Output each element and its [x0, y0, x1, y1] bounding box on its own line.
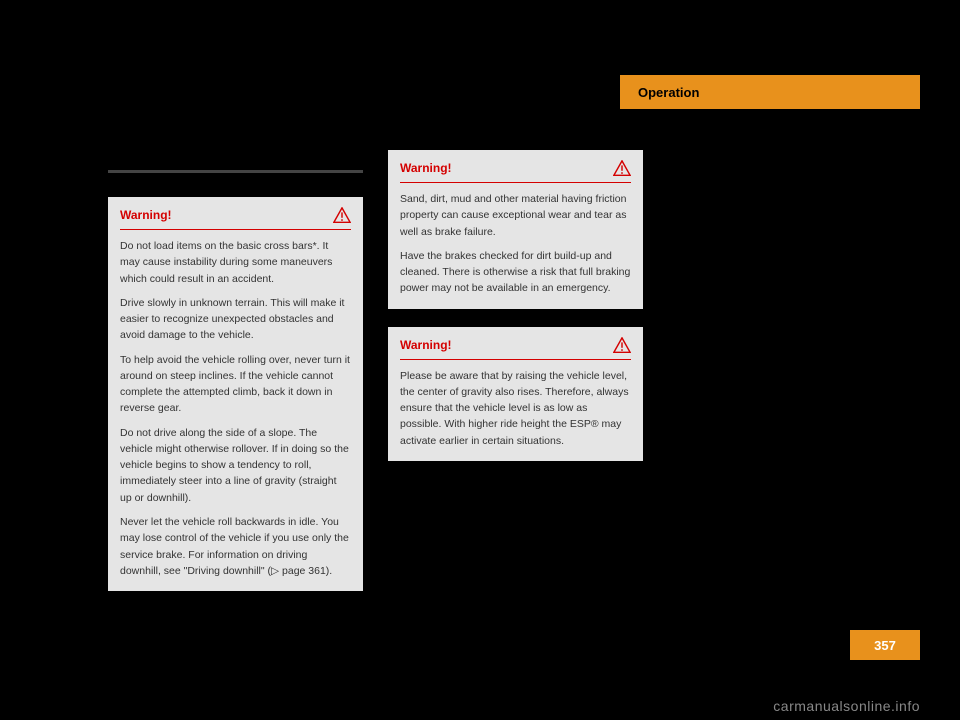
watermark: carmanualsonline.info	[773, 698, 920, 714]
warning-paragraph: Do not load items on the basic cross bar…	[120, 238, 351, 287]
manual-page: Operation Warning! Do not load items on …	[40, 20, 920, 700]
column-divider	[108, 170, 363, 173]
warning-paragraph: Do not drive along the side of a slope. …	[120, 425, 351, 506]
section-header-band: Operation	[620, 75, 920, 109]
warning-paragraph: Have the brakes checked for dirt build-u…	[400, 248, 631, 297]
warning-box-3: Warning! Please be aware that by raising…	[388, 327, 643, 461]
column-2: Warning! Sand, dirt, mud and other mater…	[388, 150, 643, 479]
warning-title: Warning!	[400, 338, 452, 352]
section-title: Operation	[638, 85, 699, 100]
warning-paragraph: Sand, dirt, mud and other material havin…	[400, 191, 631, 240]
warning-body: Do not load items on the basic cross bar…	[108, 238, 363, 591]
warning-paragraph: Please be aware that by raising the vehi…	[400, 368, 631, 449]
warning-body: Sand, dirt, mud and other material havin…	[388, 191, 643, 309]
warning-body: Please be aware that by raising the vehi…	[388, 368, 643, 461]
warning-header: Warning!	[388, 150, 643, 182]
warning-title: Warning!	[120, 208, 172, 222]
warning-rule	[400, 359, 631, 360]
warning-triangle-icon	[613, 160, 631, 176]
warning-box-2: Warning! Sand, dirt, mud and other mater…	[388, 150, 643, 309]
page-number-band: 357	[850, 630, 920, 660]
warning-rule	[120, 229, 351, 230]
warning-paragraph: To help avoid the vehicle rolling over, …	[120, 352, 351, 417]
page-number: 357	[874, 638, 896, 653]
warning-paragraph: Never let the vehicle roll backwards in …	[120, 514, 351, 579]
warning-rule	[400, 182, 631, 183]
warning-header: Warning!	[108, 197, 363, 229]
warning-paragraph: Drive slowly in unknown terrain. This wi…	[120, 295, 351, 344]
warning-triangle-icon	[333, 207, 351, 223]
warning-box-1: Warning! Do not load items on the basic …	[108, 197, 363, 591]
warning-title: Warning!	[400, 161, 452, 175]
column-1: Warning! Do not load items on the basic …	[108, 170, 363, 609]
warning-triangle-icon	[613, 337, 631, 353]
warning-header: Warning!	[388, 327, 643, 359]
